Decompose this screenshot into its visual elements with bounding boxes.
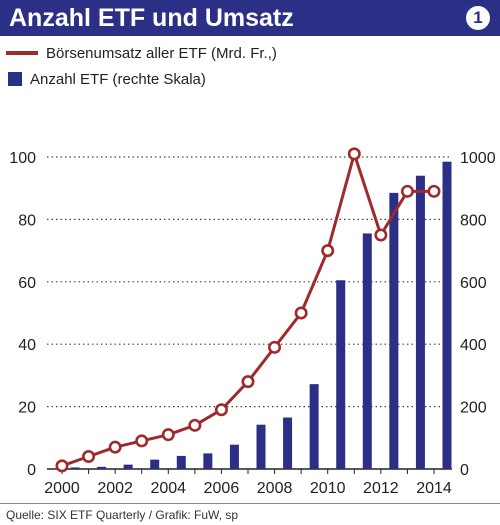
line-point [400, 184, 414, 198]
x-tick-label: 2010 [310, 480, 346, 497]
y-left-tick-label: 100 [9, 150, 36, 167]
line-point [241, 375, 255, 389]
line-point [268, 340, 282, 354]
x-tick-label: 2012 [363, 480, 399, 497]
y-right-tick-label: 1000 [460, 150, 496, 167]
bar [362, 233, 372, 469]
x-tick-label: 2002 [97, 480, 133, 497]
title-bar: Anzahl ETF und Umsatz 1 [0, 0, 500, 36]
y-left-tick-label: 20 [18, 400, 36, 417]
line-point [188, 418, 202, 432]
line-point [214, 403, 228, 417]
y-left-tick-label: 0 [27, 462, 36, 479]
legend-item-bar: Anzahl ETF (rechte Skala) [6, 68, 206, 90]
line-point [374, 228, 388, 242]
y-left-tick-label: 60 [18, 275, 36, 292]
line-point [294, 306, 308, 320]
bar [256, 424, 266, 469]
bar [336, 280, 346, 469]
line-point [82, 450, 96, 464]
y-right-tick-label: 400 [460, 337, 487, 354]
line-point [347, 147, 361, 161]
x-tick-label: 2006 [204, 480, 240, 497]
chart-number-badge: 1 [466, 6, 490, 30]
y-right-tick-label: 200 [460, 400, 487, 417]
legend-label-line: Börsenumsatz aller ETF (Mrd. Fr.,) [46, 44, 277, 62]
bar [123, 464, 133, 469]
line-point [135, 434, 149, 448]
y-left-tick-label: 80 [18, 212, 36, 229]
y-right-tick-label: 0 [460, 462, 469, 479]
bar [229, 444, 239, 469]
line-series [61, 152, 434, 468]
source-note: Quelle: SIX ETF Quarterly / Grafik: FuW,… [6, 508, 239, 522]
legend-item-line: Börsenumsatz aller ETF (Mrd. Fr.,) [6, 42, 277, 64]
line-point [161, 428, 175, 442]
line-point [321, 244, 335, 258]
bar [70, 467, 80, 469]
line-point [55, 459, 69, 473]
x-tick-label: 2000 [44, 480, 80, 497]
legend-line-swatch [6, 51, 38, 55]
bar [176, 455, 186, 469]
bar [283, 417, 293, 469]
y-left-tick-label: 40 [18, 337, 36, 354]
bar [97, 466, 107, 469]
x-tick-label: 2014 [416, 480, 452, 497]
footer-divider [0, 503, 500, 504]
legend-label-bar: Anzahl ETF (rechte Skala) [30, 70, 206, 88]
y-right-tick-label: 600 [460, 275, 487, 292]
bar [203, 453, 213, 469]
x-tick-label: 2008 [257, 480, 293, 497]
bar [442, 161, 452, 469]
bar [415, 175, 425, 469]
x-tick-label: 2004 [150, 480, 186, 497]
line-point [427, 184, 441, 198]
bar [150, 459, 160, 469]
legend-bar-swatch [8, 72, 22, 86]
line-point [108, 440, 122, 454]
chart-title: Anzahl ETF und Umsatz [9, 4, 294, 32]
y-right-tick-label: 800 [460, 212, 487, 229]
bar [389, 192, 399, 469]
bar [309, 384, 319, 469]
